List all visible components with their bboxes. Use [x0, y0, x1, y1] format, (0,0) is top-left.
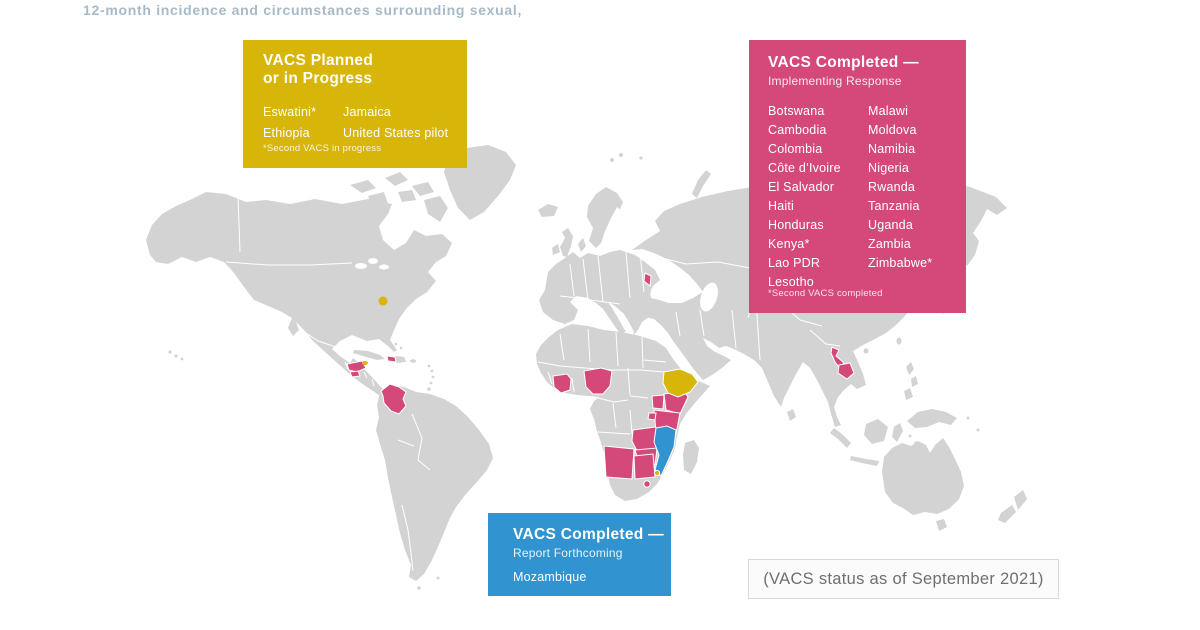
- country-eswatini: [653, 469, 661, 477]
- country-label: Côte d’Ivoire: [768, 161, 841, 175]
- country-botswana: [633, 453, 656, 480]
- hainan: [863, 348, 869, 354]
- madagascar: [683, 440, 699, 474]
- country-label: Uganda: [868, 218, 913, 232]
- black-sea: [651, 282, 683, 300]
- legend-forthcoming-title: VACS Completed —: [513, 526, 664, 543]
- country-label: Namibia: [868, 142, 916, 156]
- legend-planned-column-2: Jamaica United States pilot: [343, 102, 448, 144]
- country-haiti: [386, 355, 397, 363]
- legend-completed-column-2: Malawi Moldova Namibia Nigeria Rwanda Ta…: [868, 102, 932, 292]
- country-label: Zambia: [868, 237, 911, 251]
- status-note: (VACS status as of September 2021): [748, 559, 1059, 599]
- legend-planned-column-1: Eswatini* Ethiopia: [263, 102, 343, 144]
- great-lakes: [368, 258, 378, 264]
- continent-north-america: [146, 192, 452, 395]
- country-label: Haiti: [768, 199, 795, 213]
- baltic-sea: [599, 207, 622, 254]
- continent-europe: [539, 250, 660, 336]
- legend-completed-subtitle: Implementing Response: [768, 74, 902, 88]
- new-guinea: [907, 409, 957, 428]
- country-label: Kenya*: [768, 237, 810, 251]
- country-cote-divoire: [552, 373, 572, 394]
- legend-vacs-completed-implementing: VACS Completed — Implementing Response B…: [749, 40, 966, 313]
- legend-planned-title: VACS Planned or in Progress: [263, 52, 374, 87]
- country-honduras: [346, 360, 367, 373]
- legend-planned-footnote: *Second VACS in progress: [263, 143, 382, 154]
- country-label: Lesotho: [768, 275, 814, 289]
- country-label: Eswatini*: [263, 105, 317, 119]
- novaya-zemlya: [692, 170, 711, 198]
- great-lakes: [355, 263, 367, 269]
- country-lesotho: [643, 480, 651, 488]
- united-kingdom: [560, 228, 573, 257]
- country-moldova: [643, 272, 652, 287]
- cuba: [353, 350, 385, 360]
- country-label: Colombia: [768, 142, 823, 156]
- marker-united-states-pilot: [378, 296, 388, 306]
- taiwan: [896, 337, 902, 345]
- country-label: Honduras: [768, 218, 824, 232]
- arctic-islands: [350, 172, 448, 222]
- country-label: Moldova: [868, 123, 917, 137]
- country-ethiopia: [662, 368, 699, 398]
- country-el-salvador: [349, 370, 361, 378]
- small-islands: [168, 153, 980, 590]
- country-label: United States pilot: [343, 126, 449, 140]
- sri-lanka: [787, 409, 796, 421]
- continent-australia: [882, 438, 964, 515]
- page-caption: 12-month incidence and circumstances sur…: [83, 2, 523, 18]
- country-label: Tanzania: [868, 199, 920, 213]
- country-jamaica: [362, 361, 368, 365]
- country-label: Mozambique: [513, 570, 587, 584]
- country-label: Cambodia: [768, 123, 827, 137]
- legend-vacs-planned: VACS Planned or in Progress Eswatini* Et…: [243, 40, 467, 168]
- country-mozambique: [653, 425, 677, 477]
- legend-completed-column-1: Botswana Cambodia Colombia Côte d’Ivoire…: [768, 102, 868, 292]
- country-uganda: [651, 394, 665, 410]
- denmark: [578, 238, 586, 252]
- great-lakes: [379, 264, 389, 270]
- country-namibia: [603, 445, 635, 480]
- ireland: [552, 244, 560, 255]
- country-label: Zimbabwe*: [868, 256, 933, 270]
- country-label: Botswana: [768, 104, 825, 118]
- country-label: Ethiopia: [263, 126, 310, 140]
- country-cambodia: [837, 362, 855, 380]
- country-nigeria: [583, 367, 613, 395]
- caspian-sea: [700, 282, 718, 312]
- legend-completed-title: VACS Completed —: [768, 54, 919, 71]
- legend-completed-footnote: *Second VACS completed: [768, 288, 883, 299]
- tasmania: [936, 519, 947, 531]
- indonesia: [830, 419, 903, 466]
- country-label: Rwanda: [868, 180, 916, 194]
- dominican-republic: [395, 356, 406, 363]
- legend-vacs-completed-forthcoming: VACS Completed — Report Forthcoming Moza…: [488, 513, 671, 596]
- iceland: [538, 204, 558, 217]
- legend-forthcoming-subtitle: Report Forthcoming: [513, 546, 623, 560]
- country-label: Malawi: [868, 104, 909, 118]
- country-label: Jamaica: [343, 105, 391, 119]
- new-zealand: [998, 490, 1027, 523]
- country-colombia: [380, 383, 407, 415]
- puerto-rico: [410, 359, 416, 363]
- country-label: Lao PDR: [768, 256, 821, 270]
- continent-south-america: [376, 385, 493, 581]
- country-label: El Salvador: [768, 180, 835, 194]
- country-label: Nigeria: [868, 161, 909, 175]
- philippines: [904, 362, 918, 400]
- scandinavia: [587, 187, 623, 248]
- country-rwanda: [647, 412, 657, 421]
